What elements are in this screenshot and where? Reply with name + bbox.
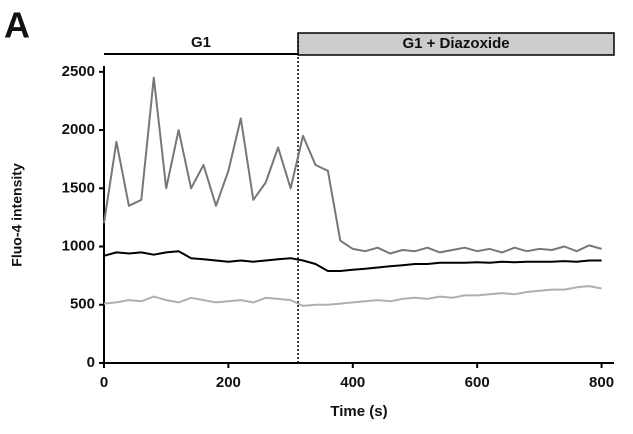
y-tick-label: 2500	[62, 63, 95, 80]
y-tick-label: 1000	[62, 237, 95, 254]
phase-label: G1	[191, 34, 211, 51]
data-line	[103, 285, 602, 307]
x-tick-label: 200	[216, 374, 241, 391]
y-tick-label: 0	[87, 354, 95, 371]
y-tick-label: 500	[70, 296, 95, 313]
x-axis-label: Time (s)	[330, 403, 387, 420]
x-tick-label: 0	[100, 374, 108, 391]
phase-box	[297, 32, 615, 56]
x-tick-label: 800	[589, 374, 614, 391]
x-tick-label: 400	[340, 374, 365, 391]
panel-label: A	[4, 5, 30, 46]
data-line	[103, 76, 602, 255]
x-tick-label: 600	[465, 374, 490, 391]
phase-label: G1 + Diazoxide	[402, 35, 509, 52]
data-line	[103, 250, 602, 272]
y-tick-label: 2000	[62, 121, 95, 138]
y-tick-label: 1500	[62, 179, 95, 196]
y-axis-label: Fluo-4 intensity	[9, 163, 25, 267]
